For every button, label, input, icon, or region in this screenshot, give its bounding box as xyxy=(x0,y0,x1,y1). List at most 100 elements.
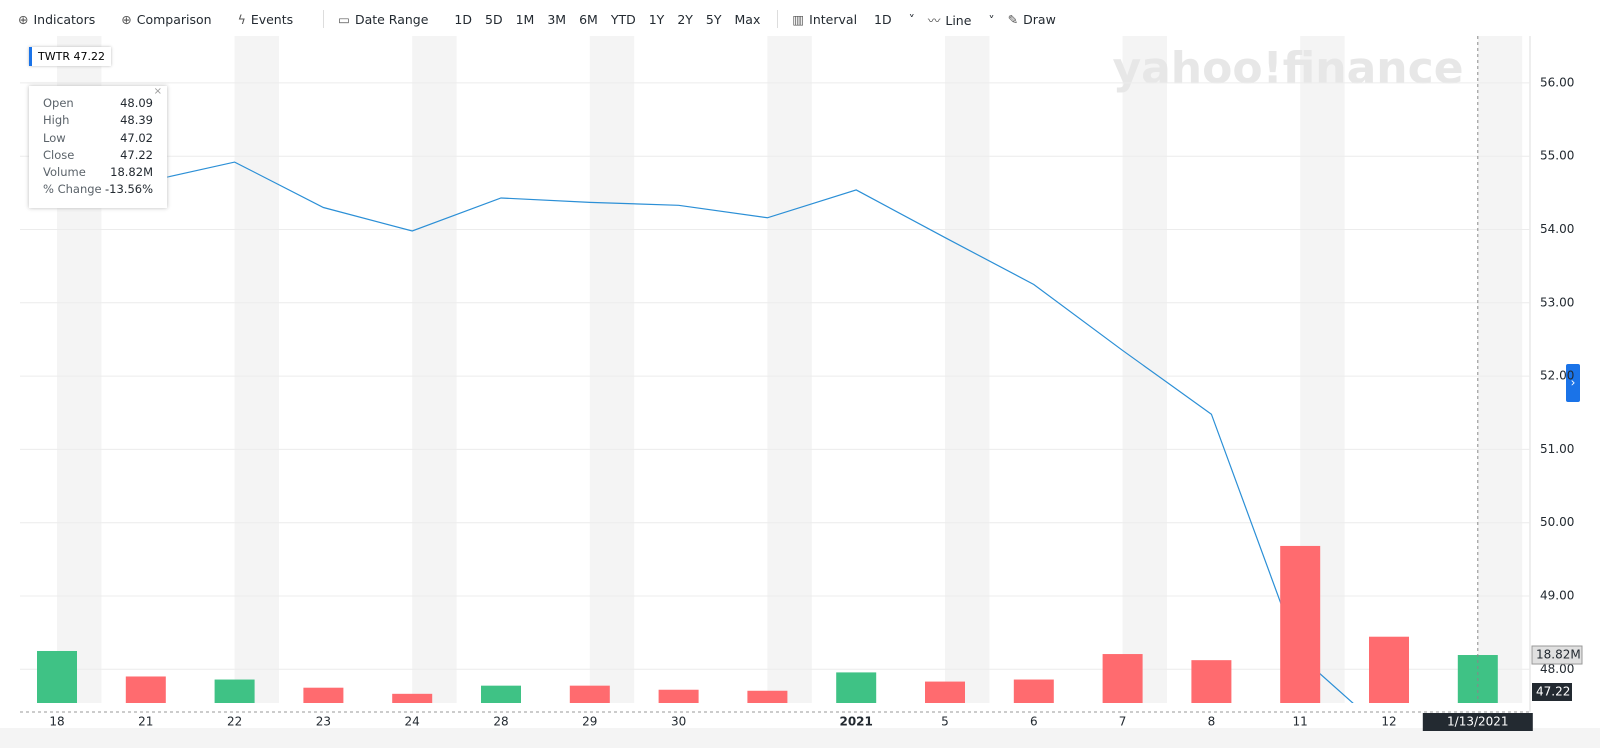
separator xyxy=(323,10,325,28)
volume-bar xyxy=(747,690,788,703)
label: Date Range xyxy=(354,11,429,27)
draw-button[interactable]: ✎ Draw xyxy=(1007,11,1056,27)
volume-bar xyxy=(1369,636,1409,703)
y-tick-label: 51.00 xyxy=(1540,442,1574,456)
x-tick-label: 2021 xyxy=(839,715,872,729)
row-label: High xyxy=(43,113,70,128)
volume-bar xyxy=(303,687,344,703)
tooltip: × Open 48.09 High 48.39 Low 47.02 Close 47.22 Vol… xyxy=(29,86,167,208)
watermark: yahoo!finance xyxy=(1112,43,1463,94)
tooltip-row: % Change -13.56% xyxy=(29,181,167,198)
volume-label: 18.82M xyxy=(1536,648,1581,662)
x-tick-label: 28 xyxy=(493,715,508,729)
volume-bar xyxy=(658,689,699,703)
volume-bar xyxy=(481,685,521,703)
label: Indicators xyxy=(33,11,96,27)
x-tick-label: 1/13/2021 xyxy=(1447,715,1509,729)
toolbar: ⊕ Indicators ⊕ Comparison ϟ Events ▭ Date Ra… xyxy=(0,0,1600,38)
background-band xyxy=(767,36,812,703)
expand-button[interactable] xyxy=(1566,364,1580,402)
footer xyxy=(0,728,1600,748)
range-button[interactable]: 5D xyxy=(485,11,503,27)
volume-bar xyxy=(37,650,77,703)
row-value: 47.22 xyxy=(120,147,153,162)
x-tick-label: 12 xyxy=(1381,715,1396,729)
range-button[interactable]: 5Y xyxy=(705,11,722,27)
row-value: 47.02 xyxy=(120,130,153,145)
crosshair-x-label-box xyxy=(1422,713,1533,731)
range-buttons: 1D 5D 1M 3M 6M YTD 1Y 2Y 5Y Max xyxy=(454,12,773,27)
volume-label-box xyxy=(1531,645,1583,665)
range-button[interactable]: 6M xyxy=(579,11,598,27)
range-button[interactable]: 1D xyxy=(454,11,472,27)
volume-bar xyxy=(1191,660,1232,703)
row-value: -13.56% xyxy=(105,182,153,197)
row-label: Open xyxy=(43,96,74,110)
x-tick-label: 6 xyxy=(1030,715,1038,729)
price-line xyxy=(56,89,1354,703)
expand-icon: › xyxy=(1571,376,1576,390)
y-tick-label: 52.00 xyxy=(1540,369,1574,383)
tooltip-row: Volume 18.82M xyxy=(29,164,167,181)
volume-bar xyxy=(836,672,877,703)
range-button[interactable]: 2Y xyxy=(677,11,693,27)
range-button[interactable]: 3M xyxy=(547,11,567,27)
comparison-button[interactable]: ⊕ Comparison xyxy=(121,11,212,27)
background-band xyxy=(589,36,635,703)
range-button[interactable]: 1M xyxy=(515,11,535,27)
tooltip-row: Low 47.02 xyxy=(29,130,167,147)
row-value: 18.82M xyxy=(110,165,153,180)
y-tick-label: 53.00 xyxy=(1540,295,1574,309)
label: 1D xyxy=(874,11,892,27)
tooltip-row: Open 48.09 xyxy=(29,95,167,112)
symbol: TWTR xyxy=(38,50,70,63)
label: Comparison xyxy=(136,11,212,27)
tooltip-row: Close 47.22 xyxy=(29,147,167,164)
x-tick-label: 30 xyxy=(671,715,686,729)
indicators-button[interactable]: ⊕ Indicators xyxy=(18,11,96,27)
row-label: Low xyxy=(43,130,66,145)
background-band xyxy=(412,36,457,703)
chart-type-button[interactable]: 〰 Line ˅ xyxy=(927,12,995,28)
label: Draw xyxy=(1023,11,1056,27)
volume-bar xyxy=(1102,654,1143,703)
x-tick-label: 22 xyxy=(227,715,242,729)
last-price-box xyxy=(1532,683,1572,701)
range-button[interactable]: Max xyxy=(734,11,761,27)
background-band xyxy=(1122,36,1167,703)
y-tick-label: 56.00 xyxy=(1540,75,1574,89)
y-tick-label: 49.00 xyxy=(1540,588,1574,602)
x-tick-label: 24 xyxy=(405,715,420,729)
background-band xyxy=(234,36,279,703)
date-range-button[interactable]: ▭ Date Range xyxy=(338,11,429,27)
label: Interval xyxy=(809,11,858,27)
x-tick-label: 21 xyxy=(138,715,153,729)
volume-bar xyxy=(1013,679,1054,703)
y-tick-label: 50.00 xyxy=(1540,515,1574,529)
y-tick-label: 55.00 xyxy=(1540,149,1574,163)
background-band xyxy=(1477,36,1523,703)
volume-bar xyxy=(569,685,610,703)
x-tick-label: 5 xyxy=(941,715,949,729)
price: 47.22 xyxy=(73,50,105,63)
volume-bar xyxy=(925,681,965,703)
events-button[interactable]: ϟ Events xyxy=(237,11,294,27)
interval-button[interactable]: ▥ Interval 1D ˅ xyxy=(792,11,915,27)
x-tick-label: 18 xyxy=(49,715,64,729)
y-tick-label: 54.00 xyxy=(1540,222,1574,236)
row-value: 48.09 xyxy=(120,96,153,110)
range-button[interactable]: YTD xyxy=(610,11,636,27)
x-tick-label: 7 xyxy=(1119,715,1127,729)
x-tick-label: 8 xyxy=(1208,715,1216,729)
row-label: Volume xyxy=(43,165,86,180)
x-tick-label: 29 xyxy=(582,715,597,729)
x-tick-label: 23 xyxy=(316,715,331,729)
close-button[interactable]: × xyxy=(153,86,162,97)
legend: TWTR 47.22 xyxy=(29,47,111,66)
range-button[interactable]: 1Y xyxy=(648,11,665,27)
background-band xyxy=(945,36,990,703)
volume-bar xyxy=(214,679,255,703)
label: Line xyxy=(945,12,972,28)
